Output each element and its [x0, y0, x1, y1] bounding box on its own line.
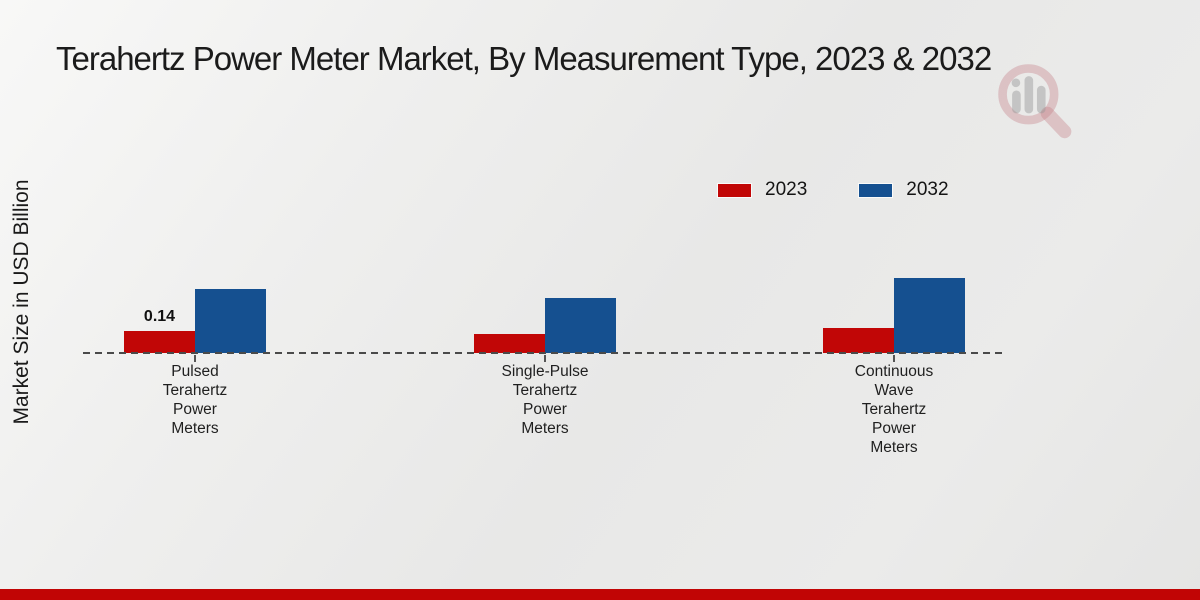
logo-dot [1011, 78, 1021, 88]
footer-accent-bar [0, 589, 1200, 600]
x-axis-tick [544, 355, 546, 362]
logo-bar-mid [1036, 85, 1046, 114]
magnifier-handle [1040, 106, 1072, 139]
bar-2023 [823, 328, 894, 353]
legend-swatch-icon [718, 183, 751, 197]
x-category-label: Single-Pulse Terahertz Power Meters [501, 363, 589, 437]
bar-2032 [894, 278, 965, 353]
bar-2032 [195, 289, 266, 353]
x-category-label: Continuous Wave Terahertz Power Meters [854, 363, 934, 456]
bar-2032 [545, 298, 616, 353]
x-category-label: Pulsed Terahertz Power Meters [162, 363, 228, 437]
logo-bar-tall [1024, 76, 1034, 114]
legend-item-2023: 2023 [718, 179, 807, 201]
legend-label: 2023 [765, 179, 808, 200]
bar-2023 [474, 334, 545, 353]
legend-swatch-icon [859, 183, 893, 197]
x-axis-tick [893, 355, 895, 362]
x-axis-tick [194, 355, 196, 362]
baseline-dashed-line [83, 352, 1007, 354]
bar-2023 [124, 331, 195, 353]
chart-title: Terahertz Power Meter Market, By Measure… [56, 40, 992, 77]
legend-label: 2032 [906, 179, 949, 200]
legend-item-2032: 2032 [859, 179, 949, 201]
legend: 2023 2032 [718, 179, 949, 201]
logo-bar-small [1012, 90, 1021, 114]
magnifier-bar-chart-logo-icon [998, 64, 1072, 139]
magnifier-ring [998, 64, 1059, 125]
bar-value-label: 0.14 [143, 308, 176, 325]
